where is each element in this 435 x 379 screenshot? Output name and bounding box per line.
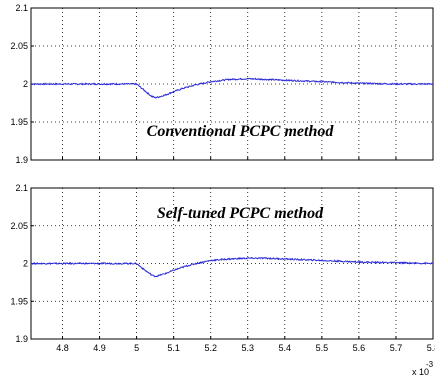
x-tick-label: 5.6	[353, 343, 366, 353]
x-tick-label: 4.8	[56, 343, 69, 353]
x-tick-label: 4.9	[93, 343, 106, 353]
tick-labels: 2.1 2.05 2 1.95 1.9	[10, 3, 28, 165]
y-tick-label: 2.05	[10, 221, 28, 231]
x-tick-label: 5.4	[279, 343, 292, 353]
y-tick-label: 2.1	[15, 183, 28, 193]
x-tick-label: 5.7	[390, 343, 403, 353]
x-tick-label: 5.8	[427, 343, 435, 353]
x-tick-label: 5.5	[316, 343, 329, 353]
y-tick-label: 2.1	[15, 3, 28, 13]
x-tick-label: 5.1	[167, 343, 180, 353]
y-tick-label: 1.9	[15, 334, 28, 344]
plot-panel-self-tuned: 4.8 4.9 5 5.1 5.2 5.3 5.4 5.5 5.6 5.7 5.8 2.1 2.05 2 1…	[10, 183, 435, 377]
x-axis-multiplier-exponent: -3	[426, 360, 434, 369]
x-tick-label: 5.2	[204, 343, 217, 353]
x-tick-label: 5.3	[241, 343, 254, 353]
annotation-label: Conventional PCPC method	[147, 123, 335, 140]
y-tick-label: 2.05	[10, 41, 28, 51]
x-tick-label: 5	[134, 343, 139, 353]
y-tick-label: 1.95	[10, 296, 28, 306]
y-tick-label: 2	[23, 79, 28, 89]
annotation-label: Self-tuned PCPC method	[157, 205, 324, 222]
y-tick-label: 2	[23, 259, 28, 269]
plot-panel-conventional: 2.1 2.05 2 1.95 1.9 Conventional PCPC method	[10, 3, 433, 165]
y-tick-label: 1.9	[15, 155, 28, 165]
y-tick-label: 1.95	[10, 117, 28, 127]
